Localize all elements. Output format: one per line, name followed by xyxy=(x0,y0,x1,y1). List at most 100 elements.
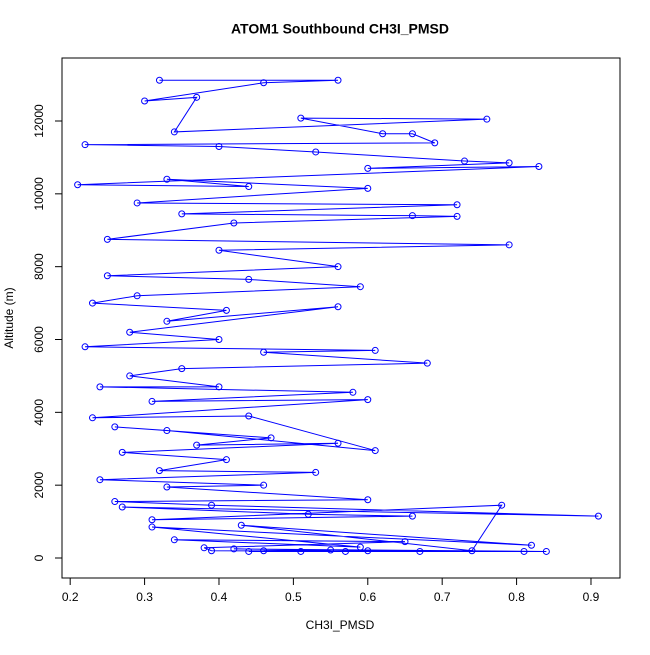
data-point xyxy=(453,212,461,220)
x-axis-label: CH3I_PMSD xyxy=(306,618,375,632)
data-point xyxy=(312,468,320,476)
y-axis-label: Altitude (m) xyxy=(2,287,16,348)
x-tick-label: 0.7 xyxy=(434,590,451,604)
data-point xyxy=(170,128,178,136)
data-point xyxy=(364,496,372,504)
data-point xyxy=(260,547,268,555)
data-point xyxy=(542,547,550,555)
data-point xyxy=(222,456,230,464)
data-point xyxy=(260,348,268,356)
data-point xyxy=(118,503,126,511)
data-point xyxy=(230,545,238,553)
data-point xyxy=(81,141,89,149)
data-point xyxy=(148,523,156,531)
data-point xyxy=(170,536,178,544)
data-point xyxy=(126,328,134,336)
chart-title: ATOM1 Southbound CH3I_PMSD xyxy=(231,21,449,37)
data-point xyxy=(89,414,97,422)
data-point xyxy=(208,547,216,555)
data-point xyxy=(133,292,141,300)
data-point xyxy=(312,148,320,156)
data-point xyxy=(163,317,171,325)
data-point xyxy=(230,219,238,227)
x-tick-label: 0.8 xyxy=(508,590,525,604)
data-point xyxy=(96,383,104,391)
data-point xyxy=(408,512,416,520)
data-point xyxy=(356,283,364,291)
data-point xyxy=(111,423,119,431)
data-point xyxy=(200,544,208,552)
data-point xyxy=(178,210,186,218)
x-tick-label: 0.9 xyxy=(583,590,600,604)
data-point xyxy=(245,412,253,420)
x-tick-label: 0.4 xyxy=(211,590,228,604)
data-point xyxy=(81,343,89,351)
data-point xyxy=(126,372,134,380)
data-point xyxy=(334,303,342,311)
data-point xyxy=(327,546,335,554)
data-point xyxy=(297,114,305,122)
data-point xyxy=(133,199,141,207)
y-tick-label: 6000 xyxy=(32,326,46,353)
data-point xyxy=(222,306,230,314)
data-point xyxy=(364,164,372,172)
data-point xyxy=(356,543,364,551)
data-point xyxy=(193,93,201,101)
data-point xyxy=(245,547,253,555)
x-tick-label: 0.6 xyxy=(359,590,376,604)
data-line xyxy=(77,79,599,552)
y-tick-label: 0 xyxy=(32,554,46,561)
data-point xyxy=(193,441,201,449)
data-point xyxy=(371,447,379,455)
data-point xyxy=(535,163,543,171)
data-point xyxy=(431,139,439,147)
data-point xyxy=(118,448,126,456)
data-point xyxy=(349,388,357,396)
data-point xyxy=(505,241,513,249)
data-point xyxy=(334,76,342,84)
data-point xyxy=(245,275,253,283)
y-tick-label: 12000 xyxy=(32,104,46,138)
y-tick-label: 8000 xyxy=(32,253,46,280)
data-point xyxy=(267,434,275,442)
data-point xyxy=(371,346,379,354)
data-point xyxy=(334,439,342,447)
data-point xyxy=(245,183,253,191)
data-point xyxy=(364,396,372,404)
data-point xyxy=(103,272,111,280)
data-point xyxy=(304,510,312,518)
data-point xyxy=(215,383,223,391)
data-point xyxy=(334,263,342,271)
data-point xyxy=(401,538,409,546)
data-point xyxy=(379,130,387,138)
data-point xyxy=(163,483,171,491)
data-point xyxy=(505,159,513,167)
data-point xyxy=(498,501,506,509)
plot-frame xyxy=(61,57,621,579)
data-point xyxy=(155,467,163,475)
x-tick-label: 0.3 xyxy=(136,590,153,604)
data-point xyxy=(520,547,528,555)
y-tick-label: 10000 xyxy=(32,177,46,211)
y-tick-label: 2000 xyxy=(32,472,46,499)
data-point xyxy=(103,235,111,243)
data-point xyxy=(260,79,268,87)
data-point xyxy=(408,212,416,220)
data-point xyxy=(461,157,469,165)
data-point xyxy=(148,397,156,405)
data-point xyxy=(96,476,104,484)
data-point xyxy=(155,76,163,84)
data-point xyxy=(260,481,268,489)
data-point xyxy=(178,365,186,373)
data-point xyxy=(208,501,216,509)
data-point xyxy=(237,521,245,529)
data-point xyxy=(408,130,416,138)
data-point xyxy=(74,181,82,189)
y-tick-label: 4000 xyxy=(32,399,46,426)
data-point xyxy=(527,541,535,549)
data-point xyxy=(89,299,97,307)
data-point xyxy=(341,547,349,555)
data-point xyxy=(111,498,119,506)
data-point xyxy=(163,175,171,183)
